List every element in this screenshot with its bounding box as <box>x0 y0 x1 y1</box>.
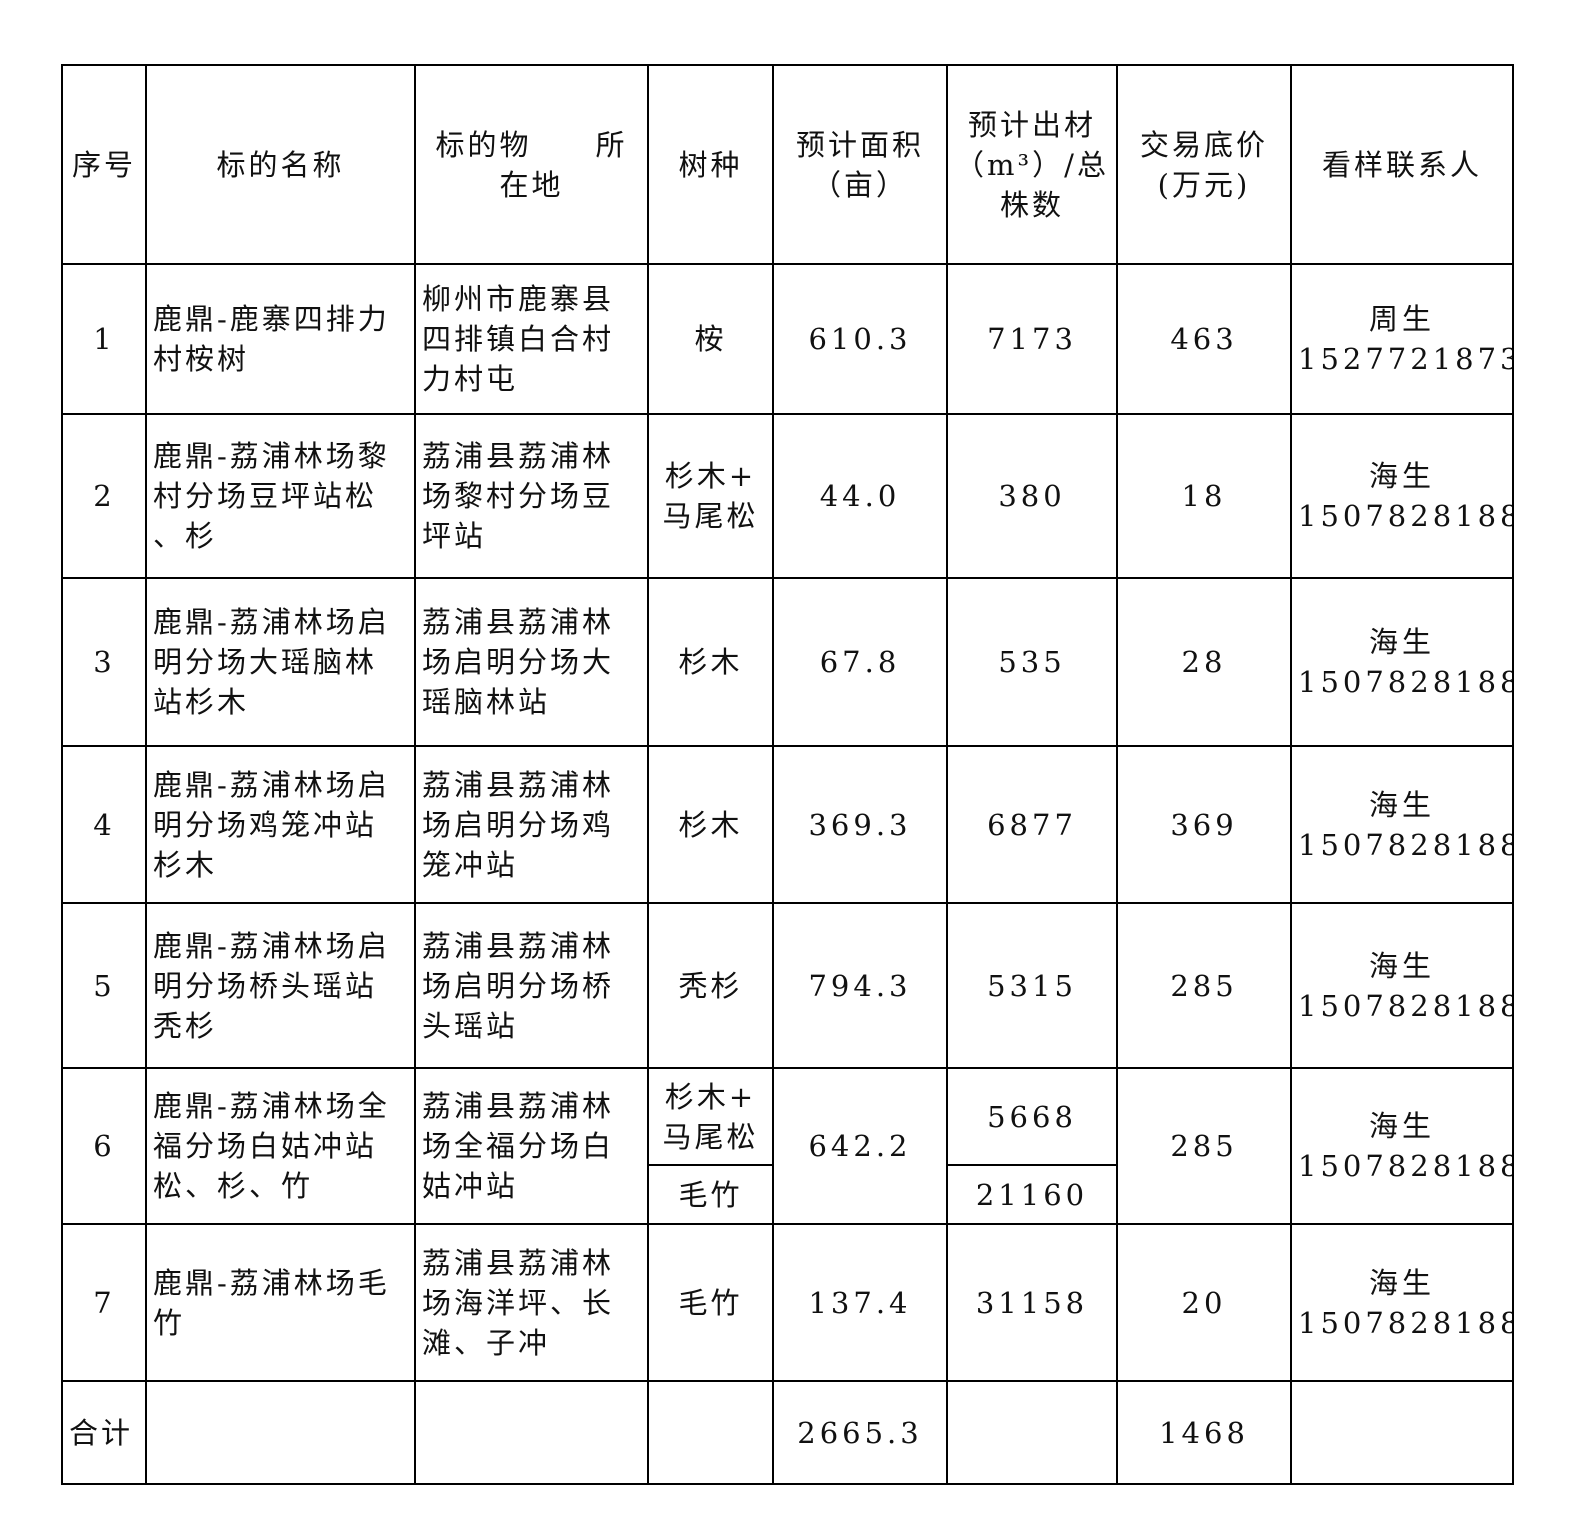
table-row: 3 鹿鼎-荔浦林场启 明分场大瑶脑林 站杉木 荔浦县荔浦林 场启明分场大 瑶脑林站杉… <box>61 577 1514 747</box>
cell-contact: 海生 15078281886 <box>1290 413 1514 579</box>
cell-contact: 海生 15078281886 <box>1290 1067 1514 1225</box>
cell-contact: 海生 15078281886 <box>1290 902 1514 1069</box>
cell-volume: 535 <box>946 577 1118 747</box>
table-row: 1 鹿鼎-鹿寨四排力 村桉树 柳州市鹿寨县 四排镇白合村 力村屯桉 610.3 7173… <box>61 263 1514 415</box>
cell-location: 荔浦县荔浦林 场黎村分场豆 坪站 <box>414 413 649 579</box>
cell-volume: 380 <box>946 413 1118 579</box>
cell-price: 20 <box>1116 1223 1292 1382</box>
table-row: 7 鹿鼎-荔浦林场毛 竹荔浦县荔浦林 场海洋坪、长 滩、子冲 毛竹 137.4 3115… <box>61 1223 1514 1382</box>
cell-no: 2 <box>61 413 147 579</box>
header-species: 树种 <box>647 64 774 265</box>
cell-location: 荔浦县荔浦林 场启明分场桥 头瑶站 <box>414 902 649 1069</box>
header-price: 交易底价 (万元) <box>1116 64 1292 265</box>
auction-lots-table: 序号 标的名称 标的物 所 在地 树种 预计面积 （亩） 预计出材 （m³）/总… <box>61 64 1514 1485</box>
cell-location: 荔浦县荔浦林 场启明分场大 瑶脑林站 <box>414 577 649 747</box>
cell-no: 4 <box>61 745 147 904</box>
cell-name: 鹿鼎-荔浦林场启 明分场大瑶脑林 站杉木 <box>145 577 416 747</box>
header-row: 序号 标的名称 标的物 所 在地 树种 预计面积 （亩） 预计出材 （m³）/总… <box>61 64 1514 265</box>
cell-species: 杉木+ 马尾松 <box>647 413 774 579</box>
cell-name: 鹿鼎-鹿寨四排力 村桉树 <box>145 263 416 415</box>
cell-area: 44.0 <box>772 413 948 579</box>
empty-cell <box>1290 1380 1514 1485</box>
cell-name: 鹿鼎-荔浦林场启 明分场鸡笼冲站 杉木 <box>145 745 416 904</box>
cell-species: 杉木 <box>647 745 774 904</box>
header-contact: 看样联系人 <box>1290 64 1514 265</box>
cell-volume: 7173 <box>946 263 1118 415</box>
cell-area: 794.3 <box>772 902 948 1069</box>
cell-price: 285 <box>1116 1067 1292 1225</box>
cell-species: 杉木+ 马尾松 <box>647 1067 774 1166</box>
cell-location: 荔浦县荔浦林 场全福分场白 姑冲站 <box>414 1067 649 1225</box>
cell-location: 柳州市鹿寨县 四排镇白合村 力村屯 <box>414 263 649 415</box>
empty-cell <box>946 1380 1118 1485</box>
header-location: 标的物 所 在地 <box>414 64 649 265</box>
cell-volume: 5668 <box>946 1067 1118 1166</box>
total-row: 合计 2665.3 1468 <box>61 1380 1514 1485</box>
cell-no: 6 <box>61 1067 147 1225</box>
cell-no: 5 <box>61 902 147 1069</box>
empty-cell <box>414 1380 649 1485</box>
empty-cell <box>145 1380 416 1485</box>
cell-price: 18 <box>1116 413 1292 579</box>
cell-species: 毛竹 <box>647 1223 774 1382</box>
table-row: 2 鹿鼎-荔浦林场黎 村分场豆坪站松 、杉 荔浦县荔浦林 场黎村分场豆 坪站 杉木+ … <box>61 413 1514 579</box>
cell-area: 137.4 <box>772 1223 948 1382</box>
header-no: 序号 <box>61 64 147 265</box>
cell-volume: 6877 <box>946 745 1118 904</box>
cell-area: 642.2 <box>772 1067 948 1225</box>
cell-area: 67.8 <box>772 577 948 747</box>
table-row: 6 鹿鼎-荔浦林场全 福分场白姑冲站 松、杉、竹 荔浦县荔浦林 场全福分场白 姑冲站… <box>61 1067 1514 1225</box>
header-area: 预计面积 （亩） <box>772 64 948 265</box>
cell-volume: 5315 <box>946 902 1118 1069</box>
header-volume: 预计出材 （m³）/总 株数 <box>946 64 1118 265</box>
cell-price: 463 <box>1116 263 1292 415</box>
header-name: 标的名称 <box>145 64 416 265</box>
cell-species: 杉木 <box>647 577 774 747</box>
cell-no: 1 <box>61 263 147 415</box>
cell-price: 28 <box>1116 577 1292 747</box>
cell-name: 鹿鼎-荔浦林场毛 竹 <box>145 1223 416 1382</box>
cell-location: 荔浦县荔浦林 场启明分场鸡 笼冲站 <box>414 745 649 904</box>
empty-cell <box>647 1380 774 1485</box>
cell-name: 鹿鼎-荔浦林场全 福分场白姑冲站 松、杉、竹 <box>145 1067 416 1225</box>
table-row: 5 鹿鼎-荔浦林场启 明分场桥头瑶站 秃杉 荔浦县荔浦林 场启明分场桥 头瑶站 秃杉 7… <box>61 902 1514 1069</box>
table-subrow: 毛竹 21160 <box>62 1164 1513 1225</box>
cell-volume: 31158 <box>946 1223 1118 1382</box>
cell-price: 285 <box>1116 902 1292 1069</box>
cell-price: 369 <box>1116 745 1292 904</box>
total-label: 合计 <box>61 1380 147 1485</box>
cell-contact: 周生 15277218739 <box>1290 263 1514 415</box>
cell-name: 鹿鼎-荔浦林场黎 村分场豆坪站松 、杉 <box>145 413 416 579</box>
cell-volume-2: 21160 <box>946 1164 1118 1225</box>
table-row: 4 鹿鼎-荔浦林场启 明分场鸡笼冲站 杉木 荔浦县荔浦林 场启明分场鸡 笼冲站 杉木 3… <box>61 745 1514 904</box>
total-price: 1468 <box>1116 1380 1292 1485</box>
cell-area: 610.3 <box>772 263 948 415</box>
cell-species: 桉 <box>647 263 774 415</box>
total-area: 2665.3 <box>772 1380 948 1485</box>
cell-contact: 海生 15078281886 <box>1290 1223 1514 1382</box>
cell-area: 369.3 <box>772 745 948 904</box>
cell-species: 秃杉 <box>647 902 774 1069</box>
cell-contact: 海生 15078281886 <box>1290 577 1514 747</box>
cell-no: 3 <box>61 577 147 747</box>
cell-species-2: 毛竹 <box>647 1164 774 1225</box>
cell-contact: 海生 15078281886 <box>1290 745 1514 904</box>
cell-name: 鹿鼎-荔浦林场启 明分场桥头瑶站 秃杉 <box>145 902 416 1069</box>
cell-location: 荔浦县荔浦林 场海洋坪、长 滩、子冲 <box>414 1223 649 1382</box>
cell-no: 7 <box>61 1223 147 1382</box>
